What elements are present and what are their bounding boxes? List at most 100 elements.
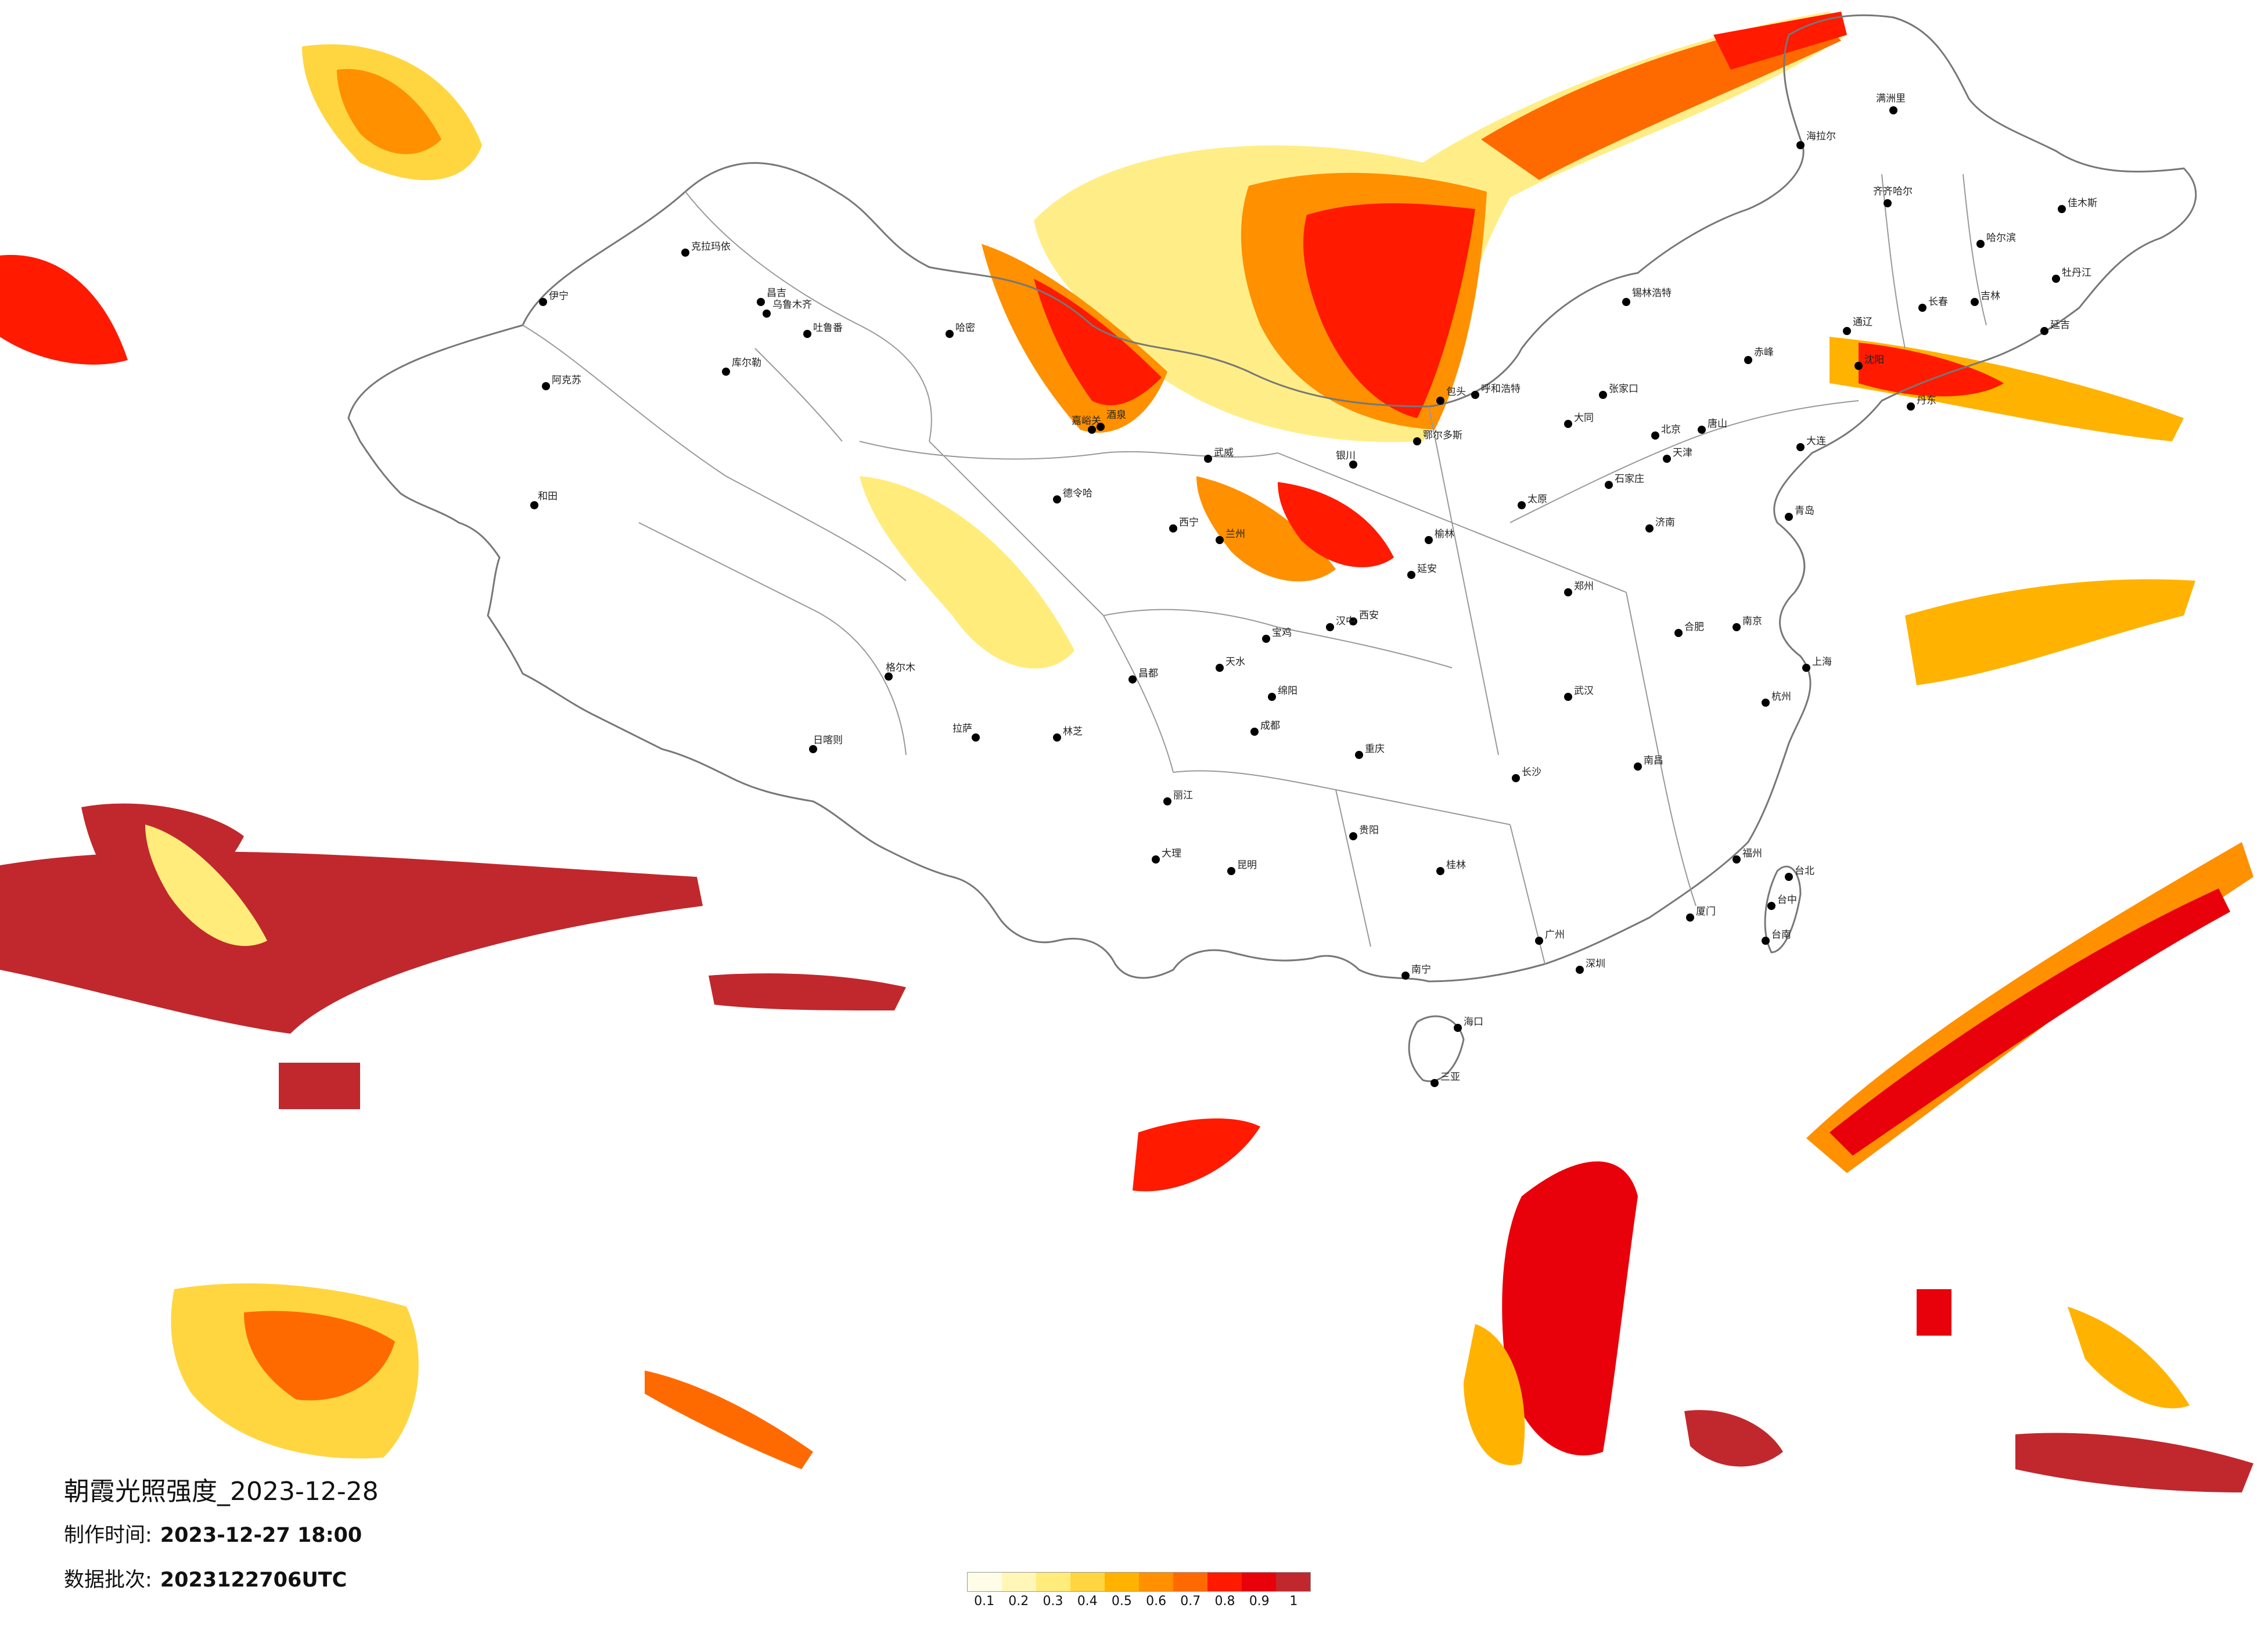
city-marker: 武汉: [1564, 685, 1594, 701]
north-mongolia-region: [1034, 12, 1847, 443]
city-marker: 延安: [1407, 563, 1437, 579]
city-label: 西安: [1359, 610, 1379, 621]
city-marker: 乌鲁木齐: [763, 299, 812, 318]
city-label: 哈尔滨: [1986, 232, 2016, 244]
city-marker: 广州: [1535, 929, 1565, 945]
production-time-label: 制作时间:: [64, 1524, 152, 1547]
city-marker: 汉中: [1326, 616, 1356, 631]
city-marker: 南昌: [1634, 755, 1663, 771]
city-label: 南昌: [1644, 755, 1663, 767]
city-marker: 昌都: [1128, 668, 1158, 684]
city-label: 兰州: [1225, 528, 1245, 540]
city-label: 南宁: [1411, 964, 1431, 976]
city-label: 昌吉: [767, 287, 786, 299]
city-marker: 济南: [1645, 517, 1675, 533]
city-label: 天水: [1225, 656, 1245, 668]
city-marker: 库尔勒: [722, 357, 761, 376]
city-marker: 三亚: [1430, 1071, 1460, 1087]
city-marker: 贵阳: [1349, 825, 1379, 840]
city-marker: 吉林: [1971, 290, 2000, 306]
city-label: 绵阳: [1278, 685, 1297, 697]
city-marker: 赤峰: [1744, 347, 1774, 364]
city-marker: 南京: [1733, 616, 1762, 631]
legend-swatch: [1105, 1573, 1139, 1591]
city-marker: 太原: [1518, 494, 1547, 509]
city-marker: 西安: [1349, 610, 1379, 625]
legend-tick-label: 0.9: [1249, 1594, 1270, 1609]
city-marker: 阿克苏: [542, 375, 581, 390]
data-batch: 数据批次: 2023122706UTC: [64, 1563, 347, 1593]
city-marker: 通辽: [1843, 316, 1872, 335]
city-marker: 杭州: [1762, 691, 1791, 707]
legend-swatch: [1139, 1573, 1173, 1591]
northwest-yellow-bands: [0, 44, 1394, 669]
city-label: 杭州: [1771, 691, 1791, 703]
legend-swatch: [1276, 1573, 1310, 1591]
city-marker: 天水: [1216, 656, 1245, 672]
city-marker: 昆明: [1227, 859, 1257, 875]
city-markers: 克拉玛依 伊宁 昌吉 乌鲁木齐 吐鲁番 哈密 库尔勒 阿克苏 和田 格尔木 德令…: [530, 93, 2097, 1087]
city-marker: 郑州: [1564, 581, 1594, 596]
city-marker: 包头: [1436, 386, 1466, 405]
map-title: 朝霞光照强度_2023-12-28: [64, 1477, 379, 1506]
city-marker: 锡林浩特: [1622, 287, 1672, 306]
city-label: 海口: [1464, 1016, 1483, 1028]
city-marker: 绵阳: [1268, 685, 1297, 701]
city-marker: 兰州: [1216, 528, 1245, 544]
city-label: 宝鸡: [1272, 627, 1292, 639]
city-marker: 哈尔滨: [1976, 232, 2016, 248]
city-label: 鄂尔多斯: [1423, 430, 1462, 441]
city-marker: 齐齐哈尔: [1873, 186, 1913, 207]
city-label: 台中: [1777, 894, 1797, 906]
city-marker: 沈阳: [1854, 354, 1884, 370]
city-marker: 海拉尔: [1796, 131, 1836, 149]
city-marker: 哈密: [946, 322, 975, 338]
city-marker: 吐鲁番: [803, 322, 843, 338]
city-label: 石家庄: [1615, 473, 1644, 485]
city-label: 广州: [1545, 929, 1565, 941]
city-label: 呼和浩特: [1481, 383, 1521, 395]
city-label: 日喀则: [813, 735, 843, 746]
legend-swatch: [1173, 1573, 1207, 1591]
legend-swatch: [1036, 1573, 1070, 1591]
city-label: 吉林: [1981, 290, 2000, 302]
city-label: 大理: [1162, 848, 1181, 859]
city-marker: 长春: [1918, 296, 1948, 312]
city-label: 长沙: [1522, 767, 1541, 778]
legend-tick-label: 0.7: [1180, 1594, 1201, 1609]
city-label: 张家口: [1609, 383, 1638, 395]
city-label: 合肥: [1684, 621, 1704, 633]
legend-swatch: [1242, 1573, 1276, 1591]
city-label: 沈阳: [1864, 354, 1884, 366]
city-label: 昌都: [1138, 668, 1158, 679]
production-time: 制作时间: 2023-12-27 18:00: [64, 1519, 362, 1548]
city-label: 贵阳: [1359, 825, 1379, 836]
city-label: 通辽: [1853, 316, 1872, 328]
city-marker: 昌吉: [757, 287, 786, 306]
city-marker: 宝鸡: [1262, 627, 1292, 643]
city-label: 拉萨: [953, 723, 972, 735]
tibet-west-region: [0, 803, 906, 1109]
city-marker: 台北: [1785, 865, 1814, 881]
city-label: 榆林: [1435, 528, 1454, 540]
city-label: 银川: [1336, 450, 1356, 462]
city-label: 齐齐哈尔: [1873, 186, 1913, 197]
city-label: 长春: [1928, 296, 1948, 308]
city-marker: 石家庄: [1605, 473, 1644, 489]
city-marker: 长沙: [1512, 767, 1541, 782]
city-marker: 上海: [1802, 656, 1832, 672]
city-label: 延安: [1417, 563, 1437, 575]
city-label: 济南: [1655, 517, 1675, 528]
legend-tick-label: 0.3: [1043, 1594, 1063, 1609]
city-label: 太原: [1527, 494, 1547, 505]
city-marker: 桂林: [1436, 859, 1466, 875]
city-label: 北京: [1661, 424, 1681, 436]
city-marker: 厦门: [1686, 906, 1716, 922]
city-marker: 格尔木: [885, 662, 915, 681]
city-marker: 嘉峪关: [1072, 415, 1101, 434]
city-marker: 丹东: [1907, 395, 1936, 411]
city-marker: 牡丹江: [2052, 267, 2091, 283]
city-marker: 大连: [1796, 436, 1826, 451]
city-marker: 南宁: [1401, 964, 1431, 980]
